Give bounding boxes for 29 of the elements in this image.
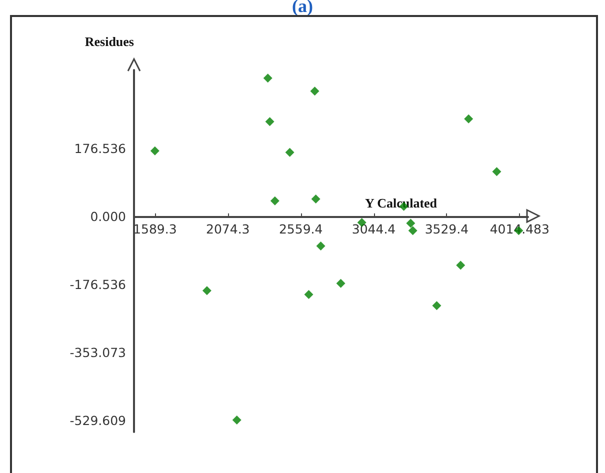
y-tick-label: 176.536	[74, 140, 126, 156]
y-tick-label: -353.073	[70, 344, 126, 360]
point	[406, 218, 416, 228]
point	[336, 278, 346, 288]
point	[202, 286, 212, 296]
point	[316, 241, 326, 250]
x-tick-label: 3044.4	[352, 221, 396, 236]
point	[432, 301, 442, 310]
point	[408, 226, 418, 236]
point	[150, 146, 160, 156]
point	[311, 194, 320, 204]
y-tick-label: 0.000	[90, 208, 126, 224]
x-tick-label: 2559.4	[278, 221, 323, 236]
x-axis-title: Y Calculated	[364, 195, 438, 210]
point	[285, 148, 294, 157]
y-axis-title: Residues	[84, 34, 134, 49]
x-tick-label: 3529.4	[424, 221, 469, 236]
point	[310, 86, 320, 96]
y-tick-label: -176.536	[70, 276, 126, 292]
point	[263, 74, 272, 83]
point	[270, 196, 280, 206]
point	[464, 114, 474, 124]
point	[492, 167, 502, 176]
point	[232, 416, 242, 425]
point	[304, 290, 314, 300]
point	[265, 117, 274, 126]
x-tick-label: 2074.3	[206, 221, 250, 236]
point	[456, 260, 466, 270]
y-tick-label: -529.609	[70, 412, 126, 428]
